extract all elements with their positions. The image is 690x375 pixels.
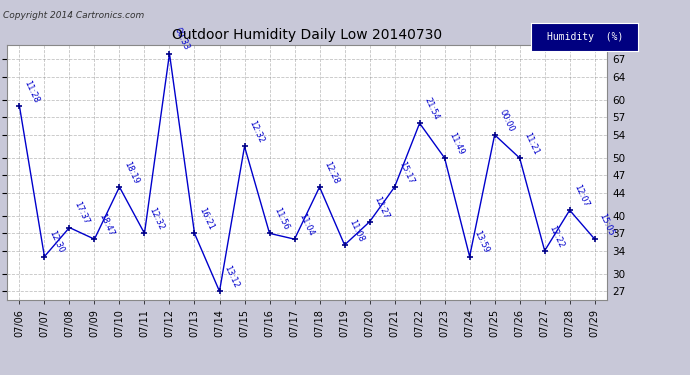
Text: 12:28: 12:28 xyxy=(322,160,341,185)
Text: 15:17: 15:17 xyxy=(397,160,416,185)
Text: 12:22: 12:22 xyxy=(548,224,566,249)
Text: 11:56: 11:56 xyxy=(273,206,290,232)
Text: 21:54: 21:54 xyxy=(422,96,441,122)
Text: 11:28: 11:28 xyxy=(22,79,41,104)
Text: 18:19: 18:19 xyxy=(122,160,141,185)
Text: 11:04: 11:04 xyxy=(297,212,316,237)
Text: 12:32: 12:32 xyxy=(248,119,266,145)
Text: 17:37: 17:37 xyxy=(72,200,91,226)
Text: 11:21: 11:21 xyxy=(522,131,541,156)
Text: 11:08: 11:08 xyxy=(348,218,366,243)
Text: 12:27: 12:27 xyxy=(373,195,391,220)
Text: 15:05: 15:05 xyxy=(598,212,616,237)
Text: 00:33: 00:33 xyxy=(172,26,190,52)
Text: Humidity  (%): Humidity (%) xyxy=(546,32,623,42)
Text: 16:21: 16:21 xyxy=(197,206,216,232)
Text: 13:59: 13:59 xyxy=(473,230,491,255)
Text: 00:00: 00:00 xyxy=(497,108,516,133)
Text: Copyright 2014 Cartronics.com: Copyright 2014 Cartronics.com xyxy=(3,11,145,20)
Text: 12:07: 12:07 xyxy=(573,183,591,209)
Text: 11:49: 11:49 xyxy=(448,131,466,156)
Text: 12:32: 12:32 xyxy=(148,206,166,232)
Text: 13:12: 13:12 xyxy=(222,264,241,290)
Text: 12:30: 12:30 xyxy=(48,230,66,255)
Text: 18:47: 18:47 xyxy=(97,212,116,237)
Title: Outdoor Humidity Daily Low 20140730: Outdoor Humidity Daily Low 20140730 xyxy=(172,28,442,42)
